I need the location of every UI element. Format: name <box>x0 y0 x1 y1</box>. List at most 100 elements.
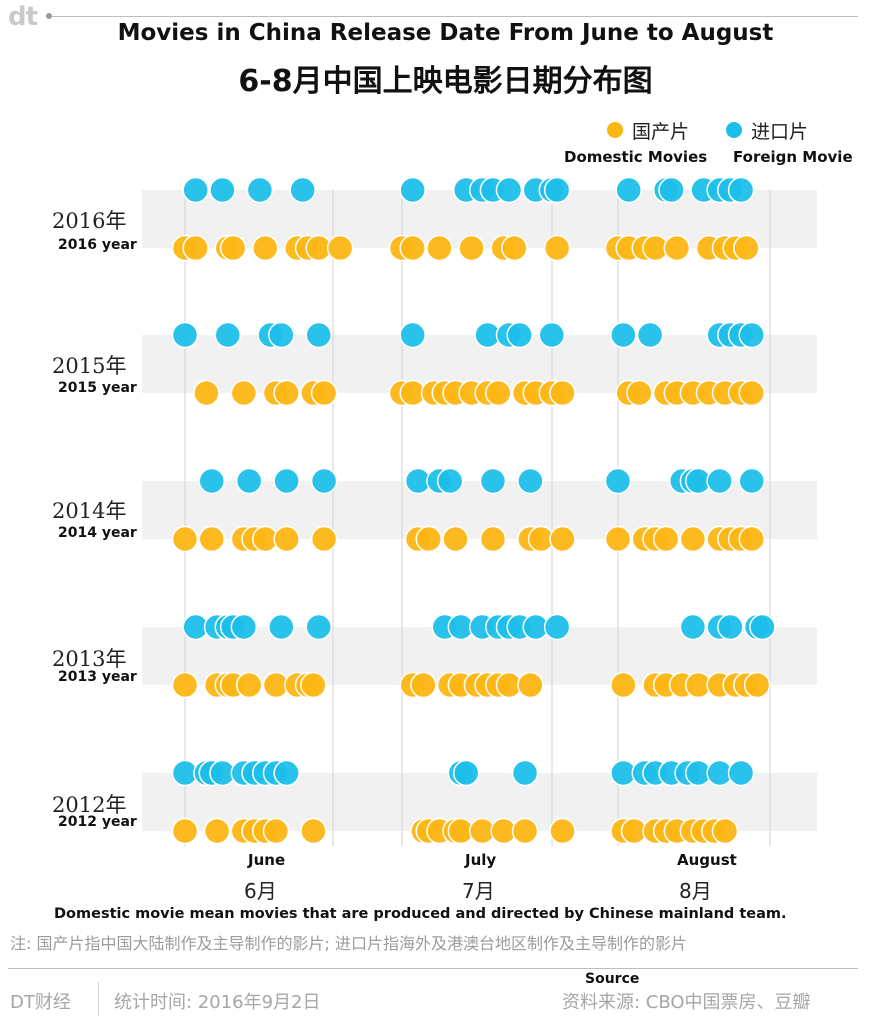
foreign-movie-dot <box>738 467 765 495</box>
legend-foreign-label-en: Foreign Movie <box>733 148 853 166</box>
foreign-movie-dot <box>604 467 632 495</box>
domestic-movie-dot <box>679 525 707 553</box>
foreign-movie-dot <box>268 613 295 641</box>
domestic-movie-dot <box>458 234 485 262</box>
domestic-movie-dot <box>230 379 258 407</box>
year-label-2016-en: 2016 year <box>58 237 137 253</box>
domestic-movie-dot <box>604 525 632 553</box>
domestic-movie-dot <box>198 525 225 553</box>
domestic-movie-dot <box>219 234 247 262</box>
foreign-movie-dot <box>399 321 426 349</box>
foreign-movie-dot <box>171 321 199 349</box>
domestic-movie-dot <box>549 817 576 845</box>
foreign-movie-dot <box>289 176 316 204</box>
domestic-movie-dot <box>273 379 300 407</box>
footer-separator <box>98 982 99 1016</box>
foreign-movie-dot <box>246 176 274 204</box>
domestic-movie-dot <box>610 671 637 699</box>
month-label-august-zh: 8月 <box>679 879 712 903</box>
domestic-movie-dot <box>626 379 653 407</box>
top-divider-dot <box>46 13 52 19</box>
foreign-movie-dot <box>511 759 539 787</box>
domestic-movie-dot <box>326 234 354 262</box>
domestic-movie-dot <box>442 525 469 553</box>
footer-divider <box>8 968 858 969</box>
domestic-movie-dot <box>738 379 765 407</box>
domestic-movie-dot <box>171 525 199 553</box>
domestic-movie-dot <box>193 379 220 407</box>
foreign-movie-dot <box>543 176 571 204</box>
foreign-movie-dot <box>273 467 300 495</box>
domestic-movie-dot <box>415 525 442 553</box>
foreign-movie-dot <box>399 176 426 204</box>
foreign-movie-dot <box>610 321 637 349</box>
foreign-movie-dot <box>305 613 332 641</box>
domestic-movie-dot <box>549 525 576 553</box>
domestic-movie-dot <box>203 817 231 845</box>
foreign-movie-dot <box>268 321 295 349</box>
foreign-movie-dot <box>506 321 533 349</box>
footer-source-zh: 资料来源: CBO中国票房、豆瓣 <box>562 992 811 1013</box>
domestic-movie-dot <box>517 671 544 699</box>
footer-brand: DT财经 <box>10 992 71 1013</box>
footer-source-en: Source <box>585 971 640 987</box>
foreign-movie-dot <box>479 467 507 495</box>
foreign-movie-dot <box>727 759 755 787</box>
domestic-movie-dot <box>485 379 512 407</box>
domestic-movie-dot <box>479 525 507 553</box>
year-label-2014-zh: 2014年 <box>52 499 127 523</box>
domestic-movie-dot <box>300 817 327 845</box>
month-label-june-zh: 6月 <box>244 879 277 903</box>
domestic-movie-dot <box>235 671 263 699</box>
domestic-movie-dot <box>182 234 209 262</box>
foreign-movie-dot <box>214 321 242 349</box>
foreign-movie-dot <box>235 467 263 495</box>
chart-title-en: Movies in China Release Date From June t… <box>117 20 774 46</box>
domestic-movie-dot <box>426 234 453 262</box>
foreign-movie-dot <box>182 176 209 204</box>
foreign-movie-dot <box>310 467 338 495</box>
domestic-movie-dot <box>252 234 279 262</box>
year-label-2015-zh: 2015年 <box>52 354 127 378</box>
domestic-movie-dot <box>399 234 426 262</box>
domestic-movie-dot <box>171 671 199 699</box>
domestic-movie-dot <box>711 817 739 845</box>
month-label-june-en: June <box>248 851 286 869</box>
domestic-movie-dot <box>310 379 338 407</box>
year-label-2013-zh: 2013年 <box>52 647 127 671</box>
domestic-movie-dot <box>171 817 199 845</box>
foreign-movie-dot <box>738 321 765 349</box>
domestic-movie-dot <box>262 817 290 845</box>
foreign-movie-dot <box>273 759 300 787</box>
year-label-2013-en: 2013 year <box>58 669 137 685</box>
dt-logo: dt <box>8 2 38 32</box>
domestic-movie-dot <box>511 817 539 845</box>
foreign-movie-dot <box>706 467 733 495</box>
top-divider <box>48 16 858 17</box>
domestic-movie-dot <box>549 379 576 407</box>
legend-foreign-dot <box>726 122 742 138</box>
domestic-movie-dot <box>652 525 680 553</box>
foreign-movie-dot <box>209 176 236 204</box>
foreign-movie-dot <box>658 176 685 204</box>
domestic-movie-dot <box>738 525 765 553</box>
domestic-movie-dot <box>543 234 571 262</box>
legend-foreign-label-zh: 进口片 <box>751 121 809 143</box>
year-label-2015-en: 2015 year <box>58 380 137 396</box>
domestic-movie-dot <box>310 525 338 553</box>
foreign-movie-dot <box>538 321 566 349</box>
release-date-chart <box>142 176 817 846</box>
footer-stat-date: 统计时间: 2016年9月2日 <box>114 992 321 1013</box>
foreign-movie-dot <box>717 613 744 641</box>
legend-domestic-dot <box>607 122 623 138</box>
foreign-movie-dot <box>452 759 480 787</box>
month-label-august-en: August <box>677 851 737 869</box>
domestic-movie-dot <box>663 234 691 262</box>
domestic-movie-dot <box>300 671 327 699</box>
foreign-movie-dot <box>749 613 776 641</box>
domestic-movie-dot <box>501 234 528 262</box>
foreign-movie-dot <box>230 613 258 641</box>
foreign-movie-dot <box>495 176 523 204</box>
year-label-2012-en: 2012 year <box>58 814 137 830</box>
year-label-2014-en: 2014 year <box>58 525 137 541</box>
